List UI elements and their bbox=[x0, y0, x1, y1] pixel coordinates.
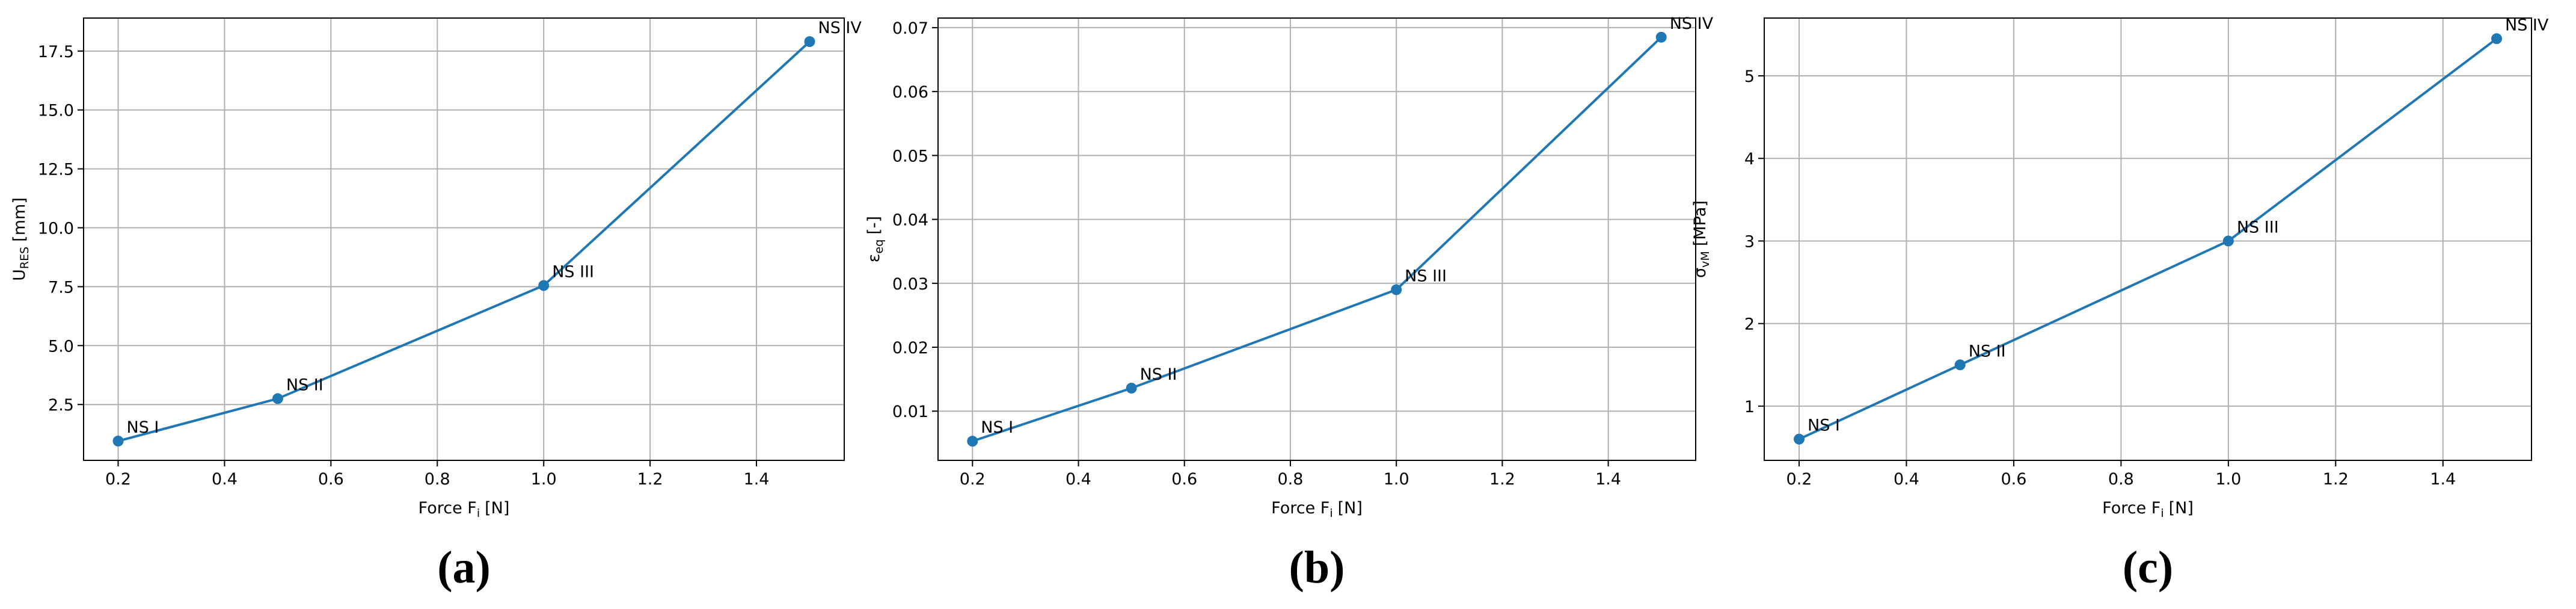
y-tick-label: 0.07 bbox=[892, 19, 928, 38]
y-tick-label: 10.0 bbox=[38, 220, 74, 238]
point-label: NS IV bbox=[1670, 14, 1714, 33]
x-label-text: Force F bbox=[419, 499, 477, 518]
x-tick-label: 1.0 bbox=[1384, 470, 1409, 489]
point-label: NS II bbox=[286, 376, 324, 394]
data-point bbox=[538, 280, 550, 291]
data-point bbox=[272, 393, 283, 404]
data-point bbox=[1794, 433, 1805, 445]
y-tick-label: 12.5 bbox=[38, 161, 74, 179]
point-label: NS III bbox=[2237, 218, 2279, 236]
x-tick-label: 0.6 bbox=[1171, 470, 1197, 489]
x-axis-label: Force Fi [N] bbox=[1271, 499, 1363, 520]
data-point bbox=[2491, 33, 2502, 45]
y-tick-label: 7.5 bbox=[48, 278, 74, 297]
y-label-text: ε bbox=[865, 253, 883, 262]
x-tick-label: 1.4 bbox=[2430, 470, 2456, 489]
x-tick-label: 0.2 bbox=[960, 470, 986, 489]
x-tick-label: 1.2 bbox=[2323, 470, 2349, 489]
y-tick-label: 5 bbox=[1744, 67, 1755, 86]
y-tick-label: 15.0 bbox=[38, 102, 74, 120]
x-tick-label: 1.2 bbox=[637, 470, 663, 489]
y-axis-label: URES [mm] bbox=[10, 197, 31, 281]
x-tick-label: 0.8 bbox=[425, 470, 450, 489]
point-label: NS II bbox=[1969, 342, 2006, 360]
series-line bbox=[117, 40, 811, 442]
plot-frame bbox=[937, 17, 1696, 461]
data-point bbox=[1391, 284, 1402, 295]
x-tick-label: 0.8 bbox=[2108, 470, 2134, 489]
y-tick-label: 0.04 bbox=[892, 211, 928, 230]
x-tick-label: 0.8 bbox=[1277, 470, 1303, 489]
y-tick-label: 0.03 bbox=[892, 275, 928, 294]
caption: (c) bbox=[2123, 542, 2173, 593]
x-tick-label: 1.0 bbox=[2215, 470, 2241, 489]
y-label-unit: [MPa] bbox=[1691, 200, 1710, 246]
y-tick-label: 1 bbox=[1744, 398, 1755, 416]
point-label: NS I bbox=[1808, 416, 1840, 435]
x-label-subscript: i bbox=[2160, 507, 2164, 520]
caption: (a) bbox=[437, 542, 491, 593]
point-label: NS IV bbox=[818, 19, 862, 37]
x-label-subscript: i bbox=[1329, 507, 1332, 520]
point-label: NS IV bbox=[2505, 16, 2549, 34]
caption: (b) bbox=[1289, 542, 1345, 593]
x-tick-label: 1.0 bbox=[531, 470, 557, 489]
y-tick-label: 2 bbox=[1744, 315, 1755, 334]
data-point bbox=[112, 435, 124, 447]
y-tick-label: 2.5 bbox=[48, 396, 74, 415]
x-tick-label: 0.2 bbox=[105, 470, 131, 489]
x-label-subscript: i bbox=[477, 507, 480, 520]
y-axis-label: εeq [-] bbox=[865, 216, 886, 262]
x-tick-label: 0.2 bbox=[1786, 470, 1812, 489]
x-tick-label: 1.2 bbox=[1489, 470, 1515, 489]
x-tick-label: 0.6 bbox=[2001, 470, 2026, 489]
x-label-unit: [N] bbox=[1338, 499, 1363, 518]
y-tick-label: 4 bbox=[1744, 150, 1755, 168]
point-label: NS I bbox=[981, 418, 1013, 437]
y-tick-label: 17.5 bbox=[38, 43, 74, 61]
series-line bbox=[1799, 37, 2498, 441]
x-label-unit: [N] bbox=[485, 499, 509, 518]
x-tick-label: 0.4 bbox=[212, 470, 238, 489]
point-label: NS I bbox=[127, 418, 159, 437]
y-tick-label: 3 bbox=[1744, 232, 1755, 251]
x-axis-label: Force Fi [N] bbox=[2102, 499, 2194, 520]
y-label-subscript: eq bbox=[872, 240, 886, 254]
y-tick-label: 0.01 bbox=[892, 403, 928, 421]
x-tick-label: 0.4 bbox=[1066, 470, 1091, 489]
y-label-text: σ bbox=[1691, 268, 1710, 278]
point-label: NS III bbox=[1405, 267, 1447, 285]
x-tick-label: 1.4 bbox=[1595, 470, 1621, 489]
y-label-unit: [mm] bbox=[10, 197, 29, 242]
plot-frame bbox=[83, 17, 845, 461]
x-axis-label: Force Fi [N] bbox=[419, 499, 510, 520]
y-label-text: U bbox=[10, 269, 29, 281]
series-line bbox=[972, 36, 1663, 443]
y-tick-label: 5.0 bbox=[48, 337, 74, 356]
y-tick-label: 0.06 bbox=[892, 83, 928, 102]
y-tick-label: 0.05 bbox=[892, 147, 928, 165]
data-point bbox=[1655, 31, 1667, 43]
x-tick-label: 1.4 bbox=[744, 470, 770, 489]
x-tick-label: 0.6 bbox=[318, 470, 344, 489]
x-label-text: Force F bbox=[2102, 499, 2160, 518]
data-point bbox=[967, 436, 978, 447]
y-label-subscript: RES bbox=[18, 247, 31, 269]
y-tick-label: 0.02 bbox=[892, 339, 928, 357]
y-label-subscript: vM bbox=[1699, 251, 1712, 268]
x-tick-label: 0.4 bbox=[1894, 470, 1919, 489]
point-label: NS III bbox=[552, 262, 594, 281]
y-axis-label: σvM [MPa] bbox=[1691, 200, 1712, 278]
data-point bbox=[2222, 235, 2234, 247]
x-label-unit: [N] bbox=[2169, 499, 2194, 518]
x-label-text: Force F bbox=[1271, 499, 1329, 518]
plot-frame bbox=[1764, 17, 2532, 461]
data-point bbox=[1954, 359, 1966, 371]
y-label-unit: [-] bbox=[865, 216, 883, 235]
data-point bbox=[804, 36, 815, 48]
point-label: NS II bbox=[1140, 365, 1177, 384]
data-point bbox=[1126, 382, 1137, 394]
